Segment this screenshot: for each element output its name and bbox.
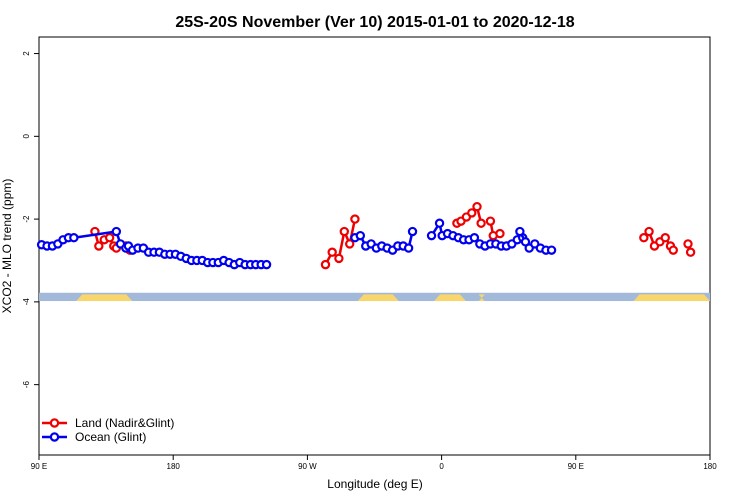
data-point <box>476 218 486 228</box>
x-tick-label: 180 <box>167 462 181 471</box>
chart-title: 25S-20S November (Ver 10) 2015-01-01 to … <box>175 14 574 31</box>
data-point <box>685 247 696 257</box>
legend-swatch-marker <box>49 432 60 442</box>
y-tick-label: -6 <box>22 381 31 389</box>
data-point <box>334 253 344 264</box>
x-tick-label: 90 E <box>31 462 47 471</box>
data-point <box>350 214 360 224</box>
data-point <box>434 218 445 228</box>
x-axis-label: Longitude (deg E) <box>327 477 422 491</box>
data-point <box>327 247 337 257</box>
land-segment <box>434 294 466 302</box>
data-point <box>639 233 649 243</box>
legend-label: Ocean (Glint) <box>75 430 146 444</box>
data-point <box>339 226 350 237</box>
data-point <box>660 233 670 243</box>
y-tick-label: -2 <box>22 215 31 223</box>
data-point <box>683 239 693 249</box>
data-point <box>485 216 496 226</box>
data-point <box>472 201 482 212</box>
data-point <box>467 208 477 218</box>
data-point <box>261 259 272 270</box>
y-tick-label: 2 <box>22 51 31 56</box>
x-tick-label: 90 W <box>298 462 317 471</box>
data-point <box>668 245 678 255</box>
data-point <box>320 259 331 270</box>
data-point <box>407 226 418 237</box>
data-point <box>644 226 654 237</box>
data-point <box>469 233 480 243</box>
series-ocean <box>36 218 557 270</box>
land-segment <box>478 294 485 302</box>
y-axis: 2 0 -2 -4 -6 <box>22 51 39 388</box>
data-point <box>345 239 355 249</box>
data-point <box>546 245 557 255</box>
legend: Land (Nadir&Glint)Ocean (Glint) <box>42 416 174 444</box>
data-point <box>111 226 122 237</box>
land-segment <box>357 294 399 302</box>
data-point <box>104 233 115 243</box>
y-axis-label: XCO2 - MLO trend (ppm) <box>0 179 14 314</box>
data-point <box>403 243 414 253</box>
data-point <box>426 230 437 241</box>
data-point <box>515 226 525 237</box>
data-point <box>495 228 505 239</box>
data-point <box>69 233 79 243</box>
land-ocean-mask <box>39 292 710 302</box>
y-tick-label: -4 <box>22 298 31 306</box>
x-tick-label: 90 E <box>568 462 584 471</box>
legend-label: Land (Nadir&Glint) <box>75 416 174 430</box>
series-layer <box>36 201 696 270</box>
data-point <box>355 230 366 241</box>
x-tick-label: 180 <box>703 462 717 471</box>
legend-swatch-marker <box>49 418 60 428</box>
data-point <box>94 241 104 251</box>
land-segment <box>633 294 710 302</box>
land-segment <box>76 294 133 302</box>
x-tick-label: 0 <box>439 462 444 471</box>
y-tick-label: 0 <box>22 134 31 139</box>
x-axis: 90 E 180 90 W 0 90 E 180 <box>31 455 717 471</box>
